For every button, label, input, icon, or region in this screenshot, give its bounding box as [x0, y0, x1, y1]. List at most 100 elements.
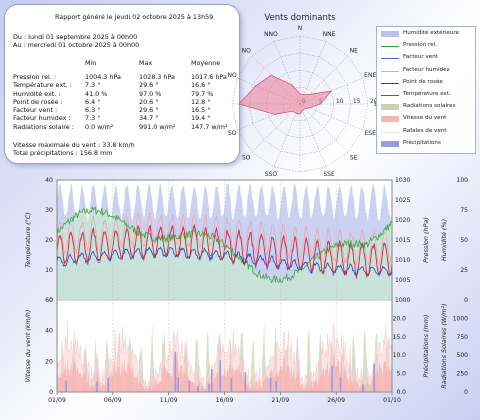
legend-label: Rafales de vent	[403, 127, 447, 134]
stat-mean: 79.7 %	[191, 89, 214, 98]
wind-rose-spoke	[299, 55, 349, 105]
series-precip-bar	[211, 368, 213, 392]
y-tick-label-pressure: 1020	[395, 217, 410, 224]
max-wind-text: Vitesse maximale du vent : 33.8 km/h	[13, 141, 135, 149]
legend-item: Température ext.	[381, 91, 473, 99]
y-tick-label-pressure: 1005	[395, 277, 410, 284]
stat-label: Facteur humidex :	[13, 114, 71, 123]
stat-mean: 12.8 °	[191, 97, 211, 106]
stat-mean: 147.7 w/m²	[191, 122, 228, 131]
series-precip-bar	[244, 372, 247, 392]
legend-swatch	[381, 58, 399, 60]
stat-min: 0.0 w/m²	[85, 122, 114, 131]
col-moyenne: Moyenne	[191, 59, 221, 67]
stats-row-pressure: Pression rel. : 1004.3 hPa 1028.3 hPa 10…	[13, 73, 237, 81]
y-tick-label-solar: 750	[457, 334, 469, 341]
legend-label: Pression rel.	[403, 42, 437, 49]
wind-rose-ring-label: 10	[336, 99, 344, 105]
stats-row-humidity: Humidité ext. : 41.0 % 97.0 % 79.7 %	[13, 90, 237, 98]
stat-max: 20.6 °	[139, 97, 159, 106]
wind-rose-direction-label: OSO	[228, 130, 237, 137]
report-to: Au : mercredi 01 octobre 2025 à 00h00	[13, 41, 140, 49]
series-precip-bar	[219, 360, 221, 392]
wind-rose-chart: Vents dominants05101520NNNENEENEEESESESS…	[228, 13, 378, 176]
y-tick-label-pressure: 1030	[395, 177, 410, 184]
stat-max: 34.7 °	[139, 114, 159, 123]
stat-min: 1004.3 hPa	[85, 73, 121, 81]
y-tick-label-pressure: 1025	[395, 197, 410, 204]
series-precip-bar	[275, 380, 277, 392]
y-tick-label-precip: 10.0	[393, 352, 407, 359]
wind-rose-direction-label: NNE	[323, 31, 336, 38]
y-tick-label-solar: 500	[457, 352, 469, 359]
y-tick-label-humidity: 25	[460, 267, 468, 274]
plot-frame	[56, 179, 393, 393]
y-tick-label-precip: 15.0	[393, 334, 407, 341]
stat-min: 6.3 °	[85, 106, 101, 115]
report-panel: Rapport généré le jeudi 02 octobre 2025 …	[4, 4, 240, 164]
chart-legend: Humidité extérieure Pression rel. Facteur …	[376, 26, 476, 154]
stat-min: 6.4 °	[85, 97, 101, 106]
wind-rose-direction-label: ESE	[365, 130, 377, 137]
x-tick-label: 16/09	[216, 397, 234, 404]
ylabel-humidity: Humidité (%)	[440, 219, 448, 261]
x-tick-label: 11/09	[160, 397, 178, 404]
legend-swatch	[381, 46, 399, 48]
legend-item: Pression rel.	[381, 42, 473, 50]
wind-rose-spoke	[273, 103, 301, 167]
series-precip-bar	[65, 380, 67, 392]
stat-label: Humidité ext. :	[13, 89, 61, 98]
legend-swatch	[381, 104, 399, 111]
legend-item: Vitesse du vent	[381, 115, 473, 123]
stat-max: 29.6 °	[139, 106, 159, 115]
stat-max: 97.0 %	[139, 89, 162, 98]
series-precip-bar	[174, 351, 177, 392]
stats-table: Pression rel. : 1004.3 hPa 1028.3 hPa 10…	[13, 73, 237, 131]
legend-item: Facteur humidex	[381, 67, 473, 75]
stat-mean: 16.6 °	[191, 81, 211, 90]
legend-item: Humidité extérieure	[381, 30, 473, 38]
y-tick-label-precip: 0.0	[396, 389, 406, 396]
y-tick-label-humidity: 50	[460, 237, 468, 244]
weather-timeseries-chart: 01/09 06/09 11/09 16/09 21/09 26/09 01/1001020…	[24, 177, 469, 404]
series-precip-bar	[362, 384, 364, 392]
legend-label: Facteur vent	[403, 54, 438, 61]
wind-rose-spoke	[273, 41, 301, 105]
stat-min: 7.3 °	[85, 81, 101, 90]
wind-rose-direction-label: N	[298, 25, 303, 32]
wind-rose-direction-label: NE	[350, 47, 358, 54]
ylabel-pressure: Pression (hPa)	[422, 217, 430, 263]
legend-swatch	[381, 140, 399, 147]
legend-item: Précipitations	[381, 140, 473, 148]
stat-mean: 1017.6 hPa	[191, 73, 227, 81]
total-precip-text: Total précipitations : 156.8 mm	[13, 149, 113, 157]
legend-item: Radiations solaires	[381, 103, 473, 111]
stat-max: 29.6 °	[139, 81, 159, 90]
stat-mean: 16.5 °	[191, 106, 211, 115]
wind-rose-direction-label: SO	[242, 155, 251, 162]
y-tick-label-left: 20	[45, 237, 53, 244]
col-max: Max	[139, 59, 153, 67]
x-tick-label: 01/10	[383, 397, 401, 404]
y-tick-label-wind: 20	[45, 358, 53, 365]
y-tick-label-wind: 0	[49, 389, 53, 396]
y-tick-label-left: 10	[45, 267, 53, 274]
y-tick-label-left: 30	[45, 207, 53, 214]
stat-label: Point de rosée :	[13, 97, 63, 106]
y-tick-label-precip: 20.0	[393, 315, 407, 322]
series-precip-bar	[177, 377, 179, 392]
wind-rose-title: Vents dominants	[264, 13, 336, 23]
legend-label: Facteur humidex	[403, 66, 450, 73]
stat-label: Radiations solaire :	[13, 122, 74, 131]
legend-label: Vitesse du vent	[403, 115, 447, 122]
wind-rose-spoke	[299, 103, 363, 131]
wind-rose-spoke	[299, 103, 349, 153]
legend-swatch	[381, 116, 399, 123]
ylabel-solar: Radiations Solaires (W/m²)	[440, 303, 448, 388]
legend-swatch	[381, 31, 399, 37]
legend-item: Rafales de vent	[381, 128, 473, 136]
stat-max: 1028.3 hPa	[139, 73, 175, 81]
y-tick-label-humidity: 75	[460, 207, 468, 214]
legend-swatch	[381, 70, 399, 72]
y-tick-label-wind: 60	[45, 297, 53, 304]
